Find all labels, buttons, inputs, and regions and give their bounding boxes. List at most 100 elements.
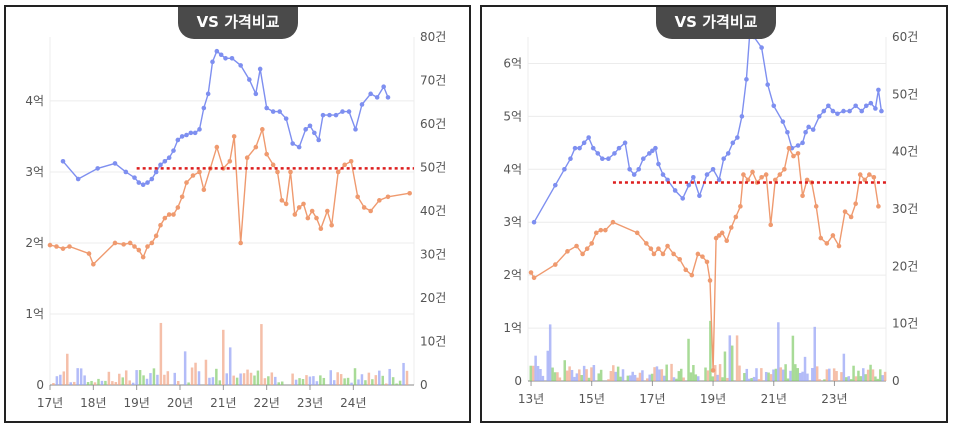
volume-bar [636, 377, 639, 381]
volume-bar [750, 378, 753, 381]
volume-bar [573, 376, 576, 381]
volume-bar [847, 376, 850, 381]
volume-bar [556, 372, 559, 381]
series-point-1 [647, 151, 652, 156]
volume-bar [876, 378, 880, 381]
series-point-2 [292, 212, 298, 217]
volume-bar [679, 368, 683, 381]
series-point-2 [741, 172, 746, 177]
series-point-2 [283, 201, 289, 207]
series-point-1 [704, 172, 710, 177]
volume-bar [346, 377, 350, 385]
volume-bar [294, 379, 298, 385]
series-point-1 [868, 100, 874, 106]
volume-bar [743, 373, 746, 381]
series-point-2 [836, 243, 842, 249]
series-point-2 [867, 172, 872, 177]
series-point-2 [355, 194, 360, 200]
series-point-1 [665, 177, 670, 183]
volume-bar [789, 370, 792, 381]
series-point-2 [296, 205, 302, 210]
volume-bar [301, 379, 305, 385]
x-tick-label: 21년 [210, 396, 236, 410]
series-point-1 [75, 176, 81, 182]
volume-bar [402, 362, 405, 385]
series-point-1 [876, 87, 881, 93]
series-point-1 [835, 111, 840, 117]
volume-bar [675, 378, 678, 381]
series-point-1 [826, 103, 831, 109]
series-point-1 [346, 109, 352, 114]
series-point-1 [264, 105, 269, 111]
series-point-1 [385, 95, 391, 100]
volume-bar [721, 377, 724, 381]
series-point-2 [824, 241, 830, 246]
volume-bar [713, 365, 717, 381]
series-point-1 [710, 167, 716, 172]
series-point-2 [813, 204, 819, 209]
volume-bar [315, 381, 319, 385]
volume-bar [263, 378, 267, 385]
series-point-1 [132, 175, 137, 180]
volume-bar [367, 372, 371, 385]
series-point-1 [863, 103, 869, 109]
series-point-2 [190, 173, 196, 178]
series-point-1 [581, 140, 587, 146]
series-point-1 [841, 108, 846, 114]
volume-bar [531, 365, 535, 381]
series-point-2 [348, 158, 354, 164]
series-point-2 [166, 212, 172, 217]
x-tick-label: 17년 [37, 396, 63, 410]
volume-bar [55, 376, 59, 385]
series-point-2 [377, 198, 382, 203]
series-point-1 [179, 134, 185, 139]
series-point-2 [782, 167, 787, 172]
volume-bar [529, 365, 533, 381]
y-right-tick-label: 30건 [420, 248, 446, 262]
series-point-1 [340, 109, 345, 114]
volume-bar [565, 370, 569, 381]
volume-bar [249, 372, 253, 385]
series-point-1 [229, 56, 235, 61]
volume-bar [222, 329, 225, 385]
chart-title-badge: VS 가격비교 [656, 7, 776, 39]
series-point-2 [589, 241, 595, 246]
series-point-2 [853, 201, 858, 207]
series-point-2 [318, 226, 324, 232]
series-point-2 [279, 198, 285, 203]
series-point-2 [857, 172, 863, 177]
series-point-1 [744, 77, 749, 82]
volume-bar [391, 377, 395, 385]
series-point-2 [86, 251, 92, 256]
volume-bar [194, 362, 197, 385]
series-point-2 [253, 144, 259, 150]
volume-bar [580, 375, 583, 381]
series-point-1 [562, 167, 567, 172]
volume-bar [689, 372, 693, 381]
series-line-2 [530, 146, 880, 371]
volume-bar [388, 368, 391, 385]
volume-bar [769, 374, 773, 381]
volume-bar [124, 370, 128, 385]
y-right-tick-label: 0 [892, 374, 900, 388]
volume-bar [658, 369, 661, 381]
volume-bar [256, 370, 260, 385]
volume-bar [694, 374, 698, 381]
series-point-2 [201, 187, 207, 192]
volume-bar [866, 369, 870, 381]
y-left-tick-label: 1억 [503, 321, 522, 335]
series-point-2 [244, 155, 250, 161]
series-point-1 [277, 109, 282, 114]
series-point-1 [640, 156, 646, 162]
series-point-2 [768, 222, 774, 228]
volume-bar [215, 368, 218, 385]
volume-bar [319, 375, 322, 385]
series-point-1 [595, 151, 601, 156]
series-point-2 [47, 242, 53, 248]
series-point-1 [627, 167, 632, 172]
series-point-1 [735, 135, 740, 140]
series-point-1 [257, 66, 263, 72]
series-point-2 [531, 275, 537, 281]
series-point-1 [290, 141, 295, 146]
series-point-2 [716, 233, 722, 238]
